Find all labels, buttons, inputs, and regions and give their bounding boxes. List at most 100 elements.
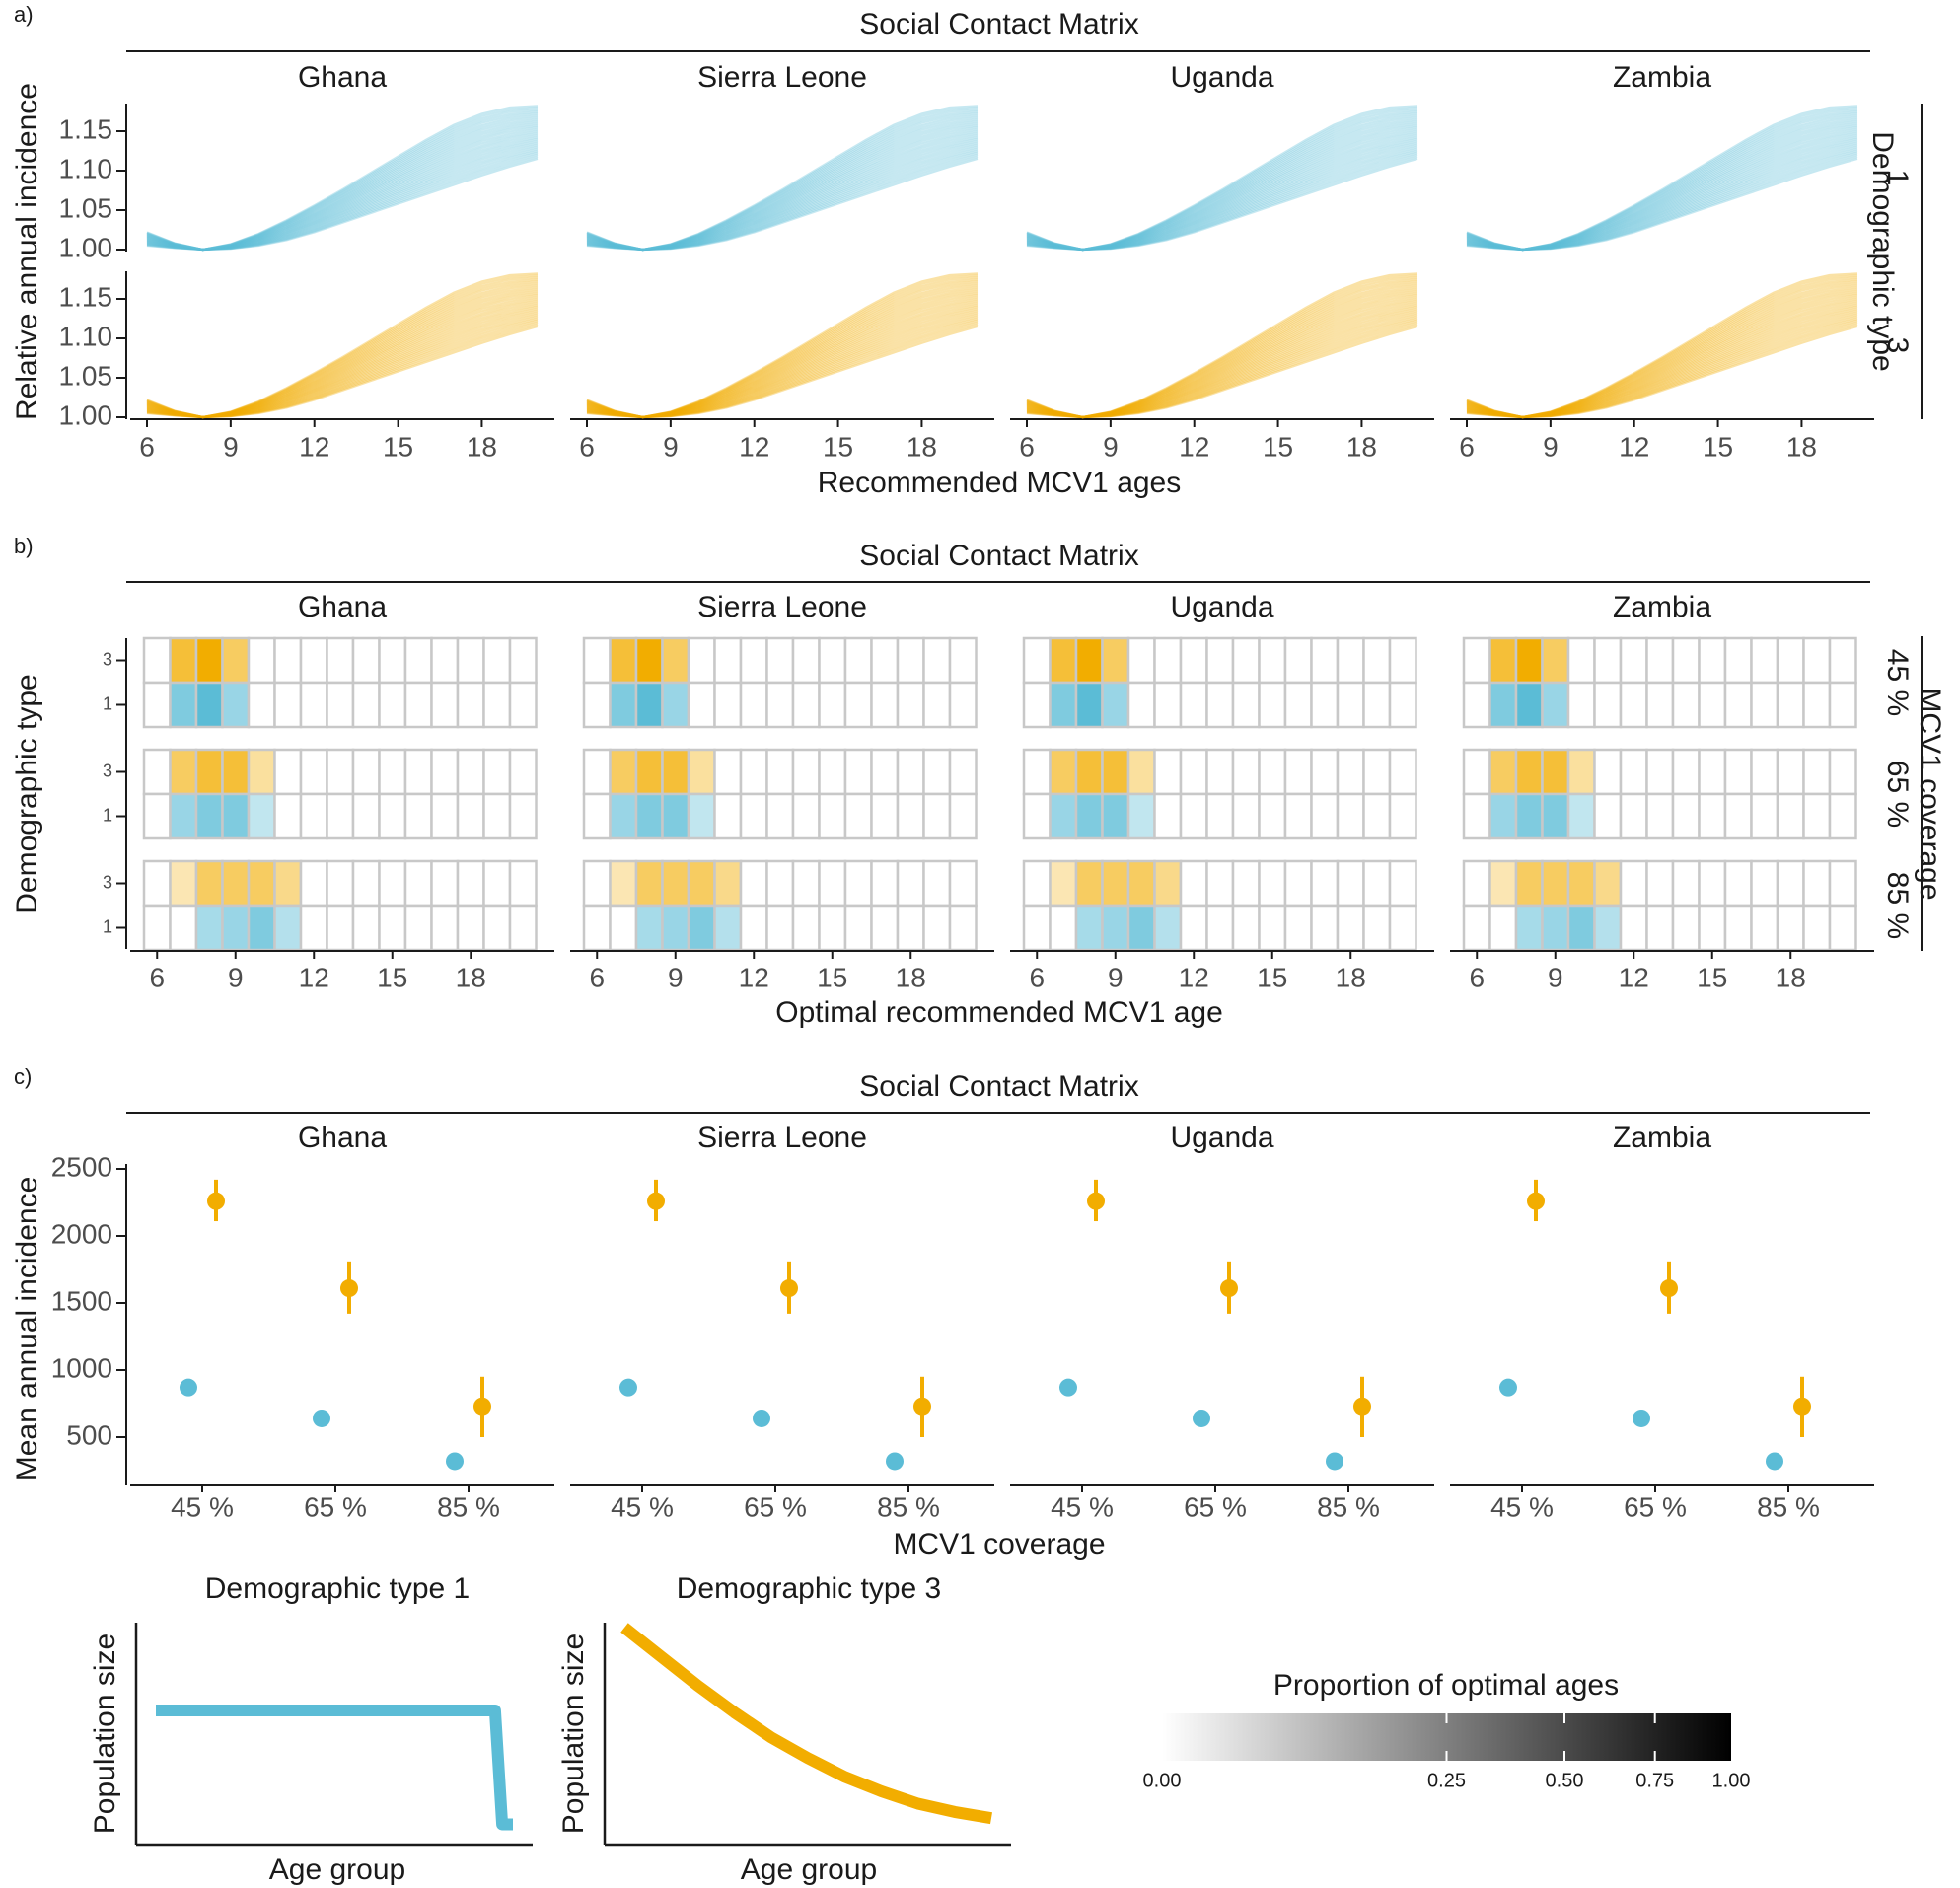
heat-cell [1462,859,1491,908]
heat-cell [169,636,198,685]
heat-cell [1283,792,1313,840]
xtick-label-a: 12 [1619,431,1649,462]
incidence-curve [146,296,539,419]
incidence-curve [586,288,979,419]
incidence-curve [1466,110,1858,252]
heat-cell [1022,681,1052,729]
incidence-curve [1026,276,1418,419]
heat-cell [843,681,873,729]
incidence-curve [586,124,979,252]
data-point [913,1397,931,1416]
incidence-curve [586,105,979,252]
heat-cell [1179,748,1208,796]
heat-cell [1488,904,1518,952]
incidence-curve [1466,296,1858,419]
heat-cell [1310,904,1340,952]
heat-cell [508,748,538,796]
incidence-curve [586,155,979,252]
xtick-label-c: 85 % [1757,1491,1820,1522]
heat-cell [194,636,224,685]
panel-label-c: c) [14,1064,32,1089]
incidence-curve [1026,294,1418,419]
data-point [1499,1378,1517,1397]
heat-cell [456,859,485,908]
heat-cell [456,792,485,840]
heat-cell [273,681,303,729]
xtick-label-a: 6 [139,431,155,462]
country-label-a: Sierra Leone [697,61,867,94]
heat-cell [1802,904,1832,952]
heat-cell [1619,748,1648,796]
incidence-curve [586,323,979,419]
heat-cell [142,748,172,796]
incidence-curve [146,319,539,419]
heat-cell [1593,636,1623,685]
incidence-curve [1466,282,1858,419]
heat-cell [430,792,460,840]
heat-cell [1205,904,1235,952]
incidence-curve [1466,134,1858,252]
xtick-label-c: 85 % [877,1491,940,1522]
heat-cell [1802,748,1832,796]
heat-cell [1566,792,1596,840]
incidence-curve [146,282,539,419]
demography-ylabel: Population size [557,1634,590,1834]
heat-cell [1723,636,1753,685]
coverage-strip-label: 65 % [1881,761,1914,828]
incidence-curve [146,134,539,252]
heat-cell [1802,636,1832,685]
heat-cell [326,859,355,908]
heat-cell [1179,859,1208,908]
ylabel-c: Mean annual incidence [11,1177,43,1482]
data-point [1353,1397,1371,1416]
incidence-curve [586,134,979,252]
incidence-curve [146,144,539,252]
incidence-curve [146,142,539,252]
heat-cell [1310,859,1340,908]
heat-cell [326,636,355,685]
heat-cell [1049,904,1078,952]
incidence-curve [586,312,979,419]
heat-cell [326,792,355,840]
xtick-label-c: 85 % [437,1491,500,1522]
incidence-curve [1466,130,1858,252]
heat-cell [142,636,172,685]
incidence-curve [586,314,979,419]
incidence-curve [586,290,979,419]
xtick-label-c: 65 % [1624,1491,1687,1522]
heat-cell [1362,904,1392,952]
incidence-curve [1466,292,1858,419]
heat-cell [1283,681,1313,729]
heat-cell [482,636,512,685]
incidence-curve [586,132,979,252]
heat-cell [1336,748,1365,796]
incidence-curve [1026,134,1418,252]
incidence-curve [1026,109,1418,252]
heat-cell [430,859,460,908]
heat-cell [791,904,821,952]
incidence-curve [146,284,539,419]
xtick-label-b: 6 [1029,962,1045,992]
heat-cell [896,792,925,840]
incidence-curve [1026,292,1418,419]
incidence-curve [1466,304,1858,419]
heat-cell [273,748,303,796]
heat-cell [870,792,900,840]
heat-cell [843,792,873,840]
demography-title: Demographic type 1 [205,1572,470,1605]
data-point [1220,1279,1238,1298]
incidence-curve [146,306,539,419]
demography-xlabel: Age group [269,1853,405,1886]
heat-cell [1153,792,1183,840]
data-point [473,1397,491,1416]
facet-right-label-a: Demographic type [1866,131,1899,371]
xtick-label-a: 18 [1786,431,1817,462]
incidence-curve [586,142,979,252]
heat-cell [1698,904,1727,952]
heat-cell [508,904,538,952]
country-label-c: Uganda [1170,1122,1273,1154]
heat-cell [1645,748,1675,796]
xlabel-c: MCV1 coverage [893,1528,1105,1561]
incidence-curve [586,120,979,252]
heat-cell [1645,792,1675,840]
